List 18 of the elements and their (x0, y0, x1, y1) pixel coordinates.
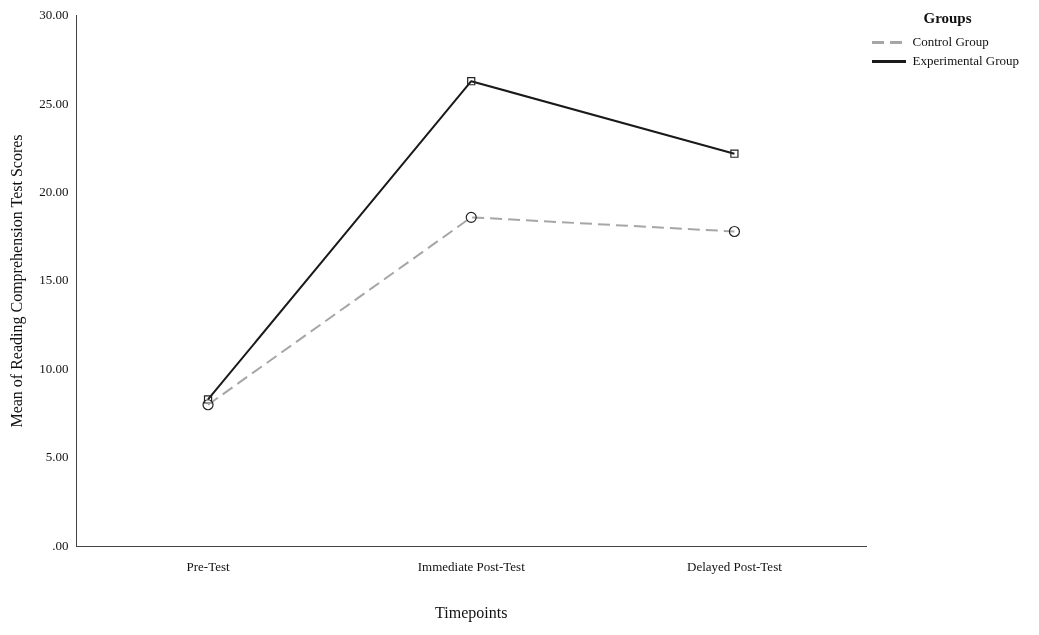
point (730, 149, 739, 158)
legend-label: Experimental Group (912, 52, 1020, 68)
legend-title: Groups (923, 10, 972, 27)
x-tick-label: Immediate Post-Test (417, 559, 526, 575)
x-tick-label: Pre-Test (186, 559, 230, 575)
y-tick-label: 10.00 (39, 360, 69, 376)
legend-label: Control Group (912, 33, 989, 49)
y-tick-label: 25.00 (39, 95, 69, 111)
y-tick-label: 20.00 (39, 184, 69, 200)
point (467, 77, 476, 86)
y-tick-label: .00 (52, 537, 69, 553)
y-axis-title: Mean of Reading Comprehension Test Scores (7, 134, 26, 428)
y-tick-label: 5.00 (45, 449, 69, 465)
y-tick-label: 30.00 (39, 7, 69, 23)
y-tick-label: 15.00 (39, 272, 69, 288)
point (203, 395, 213, 404)
x-axis-title: Timepoints (435, 603, 508, 622)
x-tick-label: Delayed Post-Test (687, 559, 783, 575)
